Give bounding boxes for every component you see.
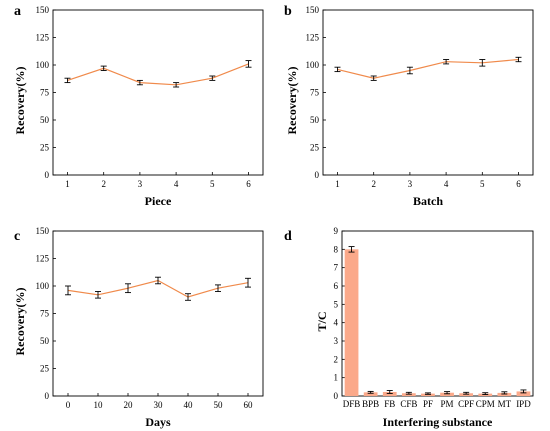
x-tick-label: 5 xyxy=(480,179,485,189)
x-tick-label: 5 xyxy=(210,179,215,189)
x-tick-label: 2 xyxy=(101,179,106,189)
y-tick-label: 3 xyxy=(334,336,339,346)
y-tick-label: 0 xyxy=(334,391,339,401)
panel-c: 0 25 50 75 100 125 150 0 10 20 30 40 50 60 c Days Recove… xyxy=(13,226,264,429)
panel-label: a xyxy=(14,4,21,19)
x-tick-label: CPM xyxy=(476,399,495,409)
y-tick-label: 25 xyxy=(310,143,320,153)
x-tick-label: 50 xyxy=(214,400,224,410)
y-tick-label: 2 xyxy=(334,354,339,364)
x-tick-label: PM xyxy=(441,399,454,409)
x-tick-label: PF xyxy=(423,399,433,409)
panel-label: c xyxy=(14,229,20,244)
y-tick-label: 1 xyxy=(334,373,339,383)
y-tick-label: 125 xyxy=(36,33,50,43)
x-tick-label: 4 xyxy=(444,179,449,189)
bar xyxy=(344,249,359,396)
x-tick-label: MT xyxy=(498,399,512,409)
plot-frame xyxy=(322,9,534,176)
x-tick-label: FB xyxy=(384,399,395,409)
plot-frame xyxy=(52,230,264,397)
plot-frame xyxy=(341,230,534,397)
x-tick-label: 2 xyxy=(371,179,376,189)
y-tick-label: 75 xyxy=(40,309,50,319)
y-tick-label: 6 xyxy=(334,281,339,291)
panel-label: d xyxy=(284,229,292,244)
y-tick-label: 8 xyxy=(334,244,339,254)
panel-d: 0 1 2 3 4 5 6 7 8 9 DFB BPB FB CFB PF PM CPF CPM MT IPD d Int… xyxy=(284,226,534,429)
x-tick-label: 1 xyxy=(65,179,70,189)
y-tick-label: 7 xyxy=(334,263,339,273)
y-tick-label: 5 xyxy=(334,299,339,309)
y-tick-label: 25 xyxy=(40,364,50,374)
bar xyxy=(440,392,454,396)
y-tick-label: 0 xyxy=(315,170,320,180)
y-tick-label: 0 xyxy=(45,391,50,401)
y-tick-label: 75 xyxy=(40,88,50,98)
y-axis-label: T/C xyxy=(315,311,329,331)
x-tick-label: CFB xyxy=(400,399,417,409)
y-tick-label: 75 xyxy=(310,88,320,98)
x-tick-label: 10 xyxy=(94,400,104,410)
x-tick-label: 30 xyxy=(154,400,164,410)
x-axis-label: Days xyxy=(145,415,171,429)
y-tick-label: 9 xyxy=(334,226,339,236)
x-tick-label: 20 xyxy=(124,400,134,410)
x-tick-label: 60 xyxy=(244,400,254,410)
y-tick-label: 50 xyxy=(40,115,50,125)
x-tick-label: 40 xyxy=(184,400,194,410)
y-tick-label: 150 xyxy=(36,226,50,236)
y-tick-label: 25 xyxy=(40,143,50,153)
y-tick-label: 100 xyxy=(36,60,50,70)
bar xyxy=(421,393,435,396)
y-tick-label: 100 xyxy=(306,60,320,70)
x-tick-label: 6 xyxy=(516,179,521,189)
bar xyxy=(363,392,378,396)
x-axis-label: Batch xyxy=(413,194,443,208)
x-tick-label: 6 xyxy=(246,179,251,189)
plot-frame xyxy=(52,9,264,176)
y-axis-label: Recovery(%) xyxy=(13,67,27,135)
x-tick-label: IPD xyxy=(516,399,531,409)
y-tick-label: 0 xyxy=(45,170,50,180)
y-tick-label: 50 xyxy=(310,115,320,125)
y-tick-label: 125 xyxy=(306,33,320,43)
panel-a: 0 25 50 75 100 125 150 1 2 3 4 5 6 a Piece Recovery(%) xyxy=(13,4,264,208)
bar xyxy=(459,393,474,396)
x-tick-label: DFB xyxy=(343,399,361,409)
x-tick-label: CPF xyxy=(458,399,474,409)
x-axis-label: Interfering substance xyxy=(383,415,493,429)
bar xyxy=(497,392,512,396)
y-tick-label: 150 xyxy=(36,5,50,15)
y-tick-label: 4 xyxy=(334,318,339,328)
y-tick-label: 100 xyxy=(36,281,50,291)
y-axis-label: Recovery(%) xyxy=(285,67,299,135)
panel-b: 0 25 50 75 100 125 150 1 2 3 4 5 6 b Batch Recovery(%) xyxy=(284,4,534,208)
y-tick-label: 150 xyxy=(306,5,320,15)
bar xyxy=(516,391,531,396)
x-axis-label: Piece xyxy=(145,194,172,208)
x-tick-label: 3 xyxy=(138,179,143,189)
x-tick-label: 0 xyxy=(66,400,71,410)
bar xyxy=(401,393,416,396)
x-tick-label: 4 xyxy=(174,179,179,189)
y-tick-label: 50 xyxy=(40,336,50,346)
y-axis-label: Recovery(%) xyxy=(13,288,27,356)
x-tick-label: 1 xyxy=(335,179,340,189)
series-line xyxy=(337,58,519,79)
x-tick-label: BPB xyxy=(362,399,379,409)
x-tick-label: 3 xyxy=(408,179,413,189)
bar xyxy=(382,391,397,396)
y-tick-label: 125 xyxy=(36,254,50,264)
panel-label: b xyxy=(284,4,292,19)
series-line xyxy=(67,63,249,86)
